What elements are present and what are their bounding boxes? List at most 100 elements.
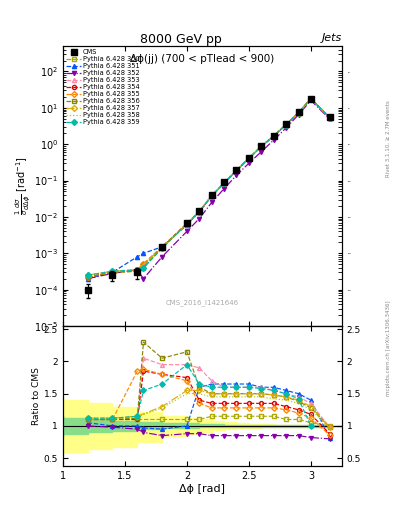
- Pythia 6.428 356: [309, 96, 313, 102]
- Pythia 6.428 350: [135, 268, 140, 274]
- Pythia 6.428 353: [197, 208, 202, 215]
- Pythia 6.428 354: [135, 267, 140, 273]
- Pythia 6.428 357: [185, 221, 189, 227]
- Pythia 6.428 359: [234, 167, 239, 174]
- Pythia 6.428 359: [110, 268, 115, 274]
- Text: Jets: Jets: [321, 33, 342, 44]
- Line: Pythia 6.428 353: Pythia 6.428 353: [86, 97, 332, 279]
- Pythia 6.428 355: [246, 155, 251, 161]
- Pythia 6.428 350: [110, 269, 115, 275]
- Pythia 6.428 356: [185, 221, 189, 227]
- Pythia 6.428 356: [197, 208, 202, 215]
- Pythia 6.428 350: [284, 121, 288, 127]
- Pythia 6.428 357: [160, 245, 164, 251]
- Pythia 6.428 357: [246, 155, 251, 161]
- Pythia 6.428 356: [209, 193, 214, 199]
- Pythia 6.428 351: [222, 180, 226, 186]
- Line: Pythia 6.428 354: Pythia 6.428 354: [86, 97, 332, 279]
- Pythia 6.428 357: [197, 208, 202, 215]
- Pythia 6.428 357: [296, 110, 301, 116]
- Pythia 6.428 358: [234, 167, 239, 174]
- Y-axis label: $\frac{1}{\sigma}\frac{d\sigma}{d\Delta\phi}$ [rad$^{-1}$]: $\frac{1}{\sigma}\frac{d\sigma}{d\Delta\…: [14, 157, 33, 216]
- Pythia 6.428 357: [85, 272, 90, 278]
- Pythia 6.428 351: [141, 250, 146, 257]
- Pythia 6.428 353: [327, 115, 332, 121]
- X-axis label: Δϕ [rad]: Δϕ [rad]: [179, 483, 226, 494]
- Text: 8000 GeV pp: 8000 GeV pp: [140, 33, 222, 46]
- Pythia 6.428 351: [209, 193, 214, 199]
- Pythia 6.428 351: [284, 121, 288, 127]
- Pythia 6.428 359: [327, 115, 332, 121]
- Pythia 6.428 355: [185, 221, 189, 227]
- Y-axis label: Ratio to CMS: Ratio to CMS: [32, 367, 41, 425]
- Pythia 6.428 358: [185, 221, 189, 227]
- Pythia 6.428 354: [209, 193, 214, 199]
- Pythia 6.428 352: [85, 275, 90, 282]
- Pythia 6.428 358: [309, 96, 313, 102]
- Pythia 6.428 356: [85, 274, 90, 280]
- Pythia 6.428 351: [110, 269, 115, 275]
- Pythia 6.428 352: [296, 112, 301, 118]
- Pythia 6.428 352: [135, 267, 140, 273]
- Pythia 6.428 359: [284, 121, 288, 127]
- Pythia 6.428 359: [296, 110, 301, 116]
- Pythia 6.428 358: [327, 115, 332, 121]
- Pythia 6.428 351: [296, 110, 301, 116]
- Pythia 6.428 356: [271, 133, 276, 139]
- Pythia 6.428 356: [246, 155, 251, 161]
- Pythia 6.428 354: [327, 115, 332, 121]
- Pythia 6.428 359: [309, 96, 313, 102]
- Pythia 6.428 359: [85, 272, 90, 278]
- Pythia 6.428 352: [185, 228, 189, 234]
- Pythia 6.428 359: [246, 155, 251, 161]
- Pythia 6.428 358: [85, 272, 90, 278]
- Pythia 6.428 351: [309, 96, 313, 102]
- Pythia 6.428 354: [296, 110, 301, 116]
- Pythia 6.428 357: [284, 121, 288, 127]
- Pythia 6.428 357: [110, 268, 115, 274]
- Pythia 6.428 354: [259, 143, 264, 150]
- Pythia 6.428 358: [246, 155, 251, 161]
- Pythia 6.428 359: [197, 208, 202, 215]
- Pythia 6.428 354: [309, 96, 313, 102]
- Pythia 6.428 359: [259, 143, 264, 150]
- Pythia 6.428 353: [259, 143, 264, 150]
- Line: Pythia 6.428 352: Pythia 6.428 352: [86, 98, 332, 281]
- Pythia 6.428 351: [246, 155, 251, 161]
- Pythia 6.428 355: [160, 244, 164, 250]
- Pythia 6.428 353: [309, 96, 313, 102]
- Line: Pythia 6.428 350: Pythia 6.428 350: [86, 97, 332, 279]
- Pythia 6.428 352: [271, 137, 276, 143]
- Pythia 6.428 352: [246, 160, 251, 166]
- Pythia 6.428 351: [259, 143, 264, 150]
- Pythia 6.428 359: [135, 267, 140, 273]
- Pythia 6.428 358: [271, 133, 276, 139]
- Pythia 6.428 353: [110, 269, 115, 275]
- Pythia 6.428 355: [135, 267, 140, 273]
- Pythia 6.428 356: [259, 143, 264, 150]
- Pythia 6.428 350: [160, 245, 164, 251]
- Pythia 6.428 354: [271, 133, 276, 139]
- Pythia 6.428 358: [259, 143, 264, 150]
- Pythia 6.428 355: [327, 115, 332, 121]
- Pythia 6.428 350: [309, 96, 313, 102]
- Pythia 6.428 358: [296, 110, 301, 116]
- Pythia 6.428 355: [222, 180, 226, 186]
- Pythia 6.428 355: [296, 110, 301, 116]
- Pythia 6.428 351: [135, 254, 140, 260]
- Pythia 6.428 355: [110, 269, 115, 275]
- Pythia 6.428 354: [110, 269, 115, 275]
- Pythia 6.428 351: [327, 115, 332, 121]
- Pythia 6.428 350: [271, 133, 276, 139]
- Pythia 6.428 352: [327, 116, 332, 122]
- Pythia 6.428 355: [197, 208, 202, 215]
- Pythia 6.428 359: [222, 180, 226, 186]
- Legend: CMS, Pythia 6.428 350, Pythia 6.428 351, Pythia 6.428 352, Pythia 6.428 353, Pyt: CMS, Pythia 6.428 350, Pythia 6.428 351,…: [65, 48, 141, 127]
- Pythia 6.428 351: [185, 222, 189, 228]
- Pythia 6.428 354: [85, 274, 90, 280]
- Pythia 6.428 357: [259, 143, 264, 150]
- Pythia 6.428 353: [135, 267, 140, 273]
- Pythia 6.428 358: [160, 245, 164, 251]
- Pythia 6.428 353: [296, 110, 301, 116]
- Pythia 6.428 350: [197, 208, 202, 215]
